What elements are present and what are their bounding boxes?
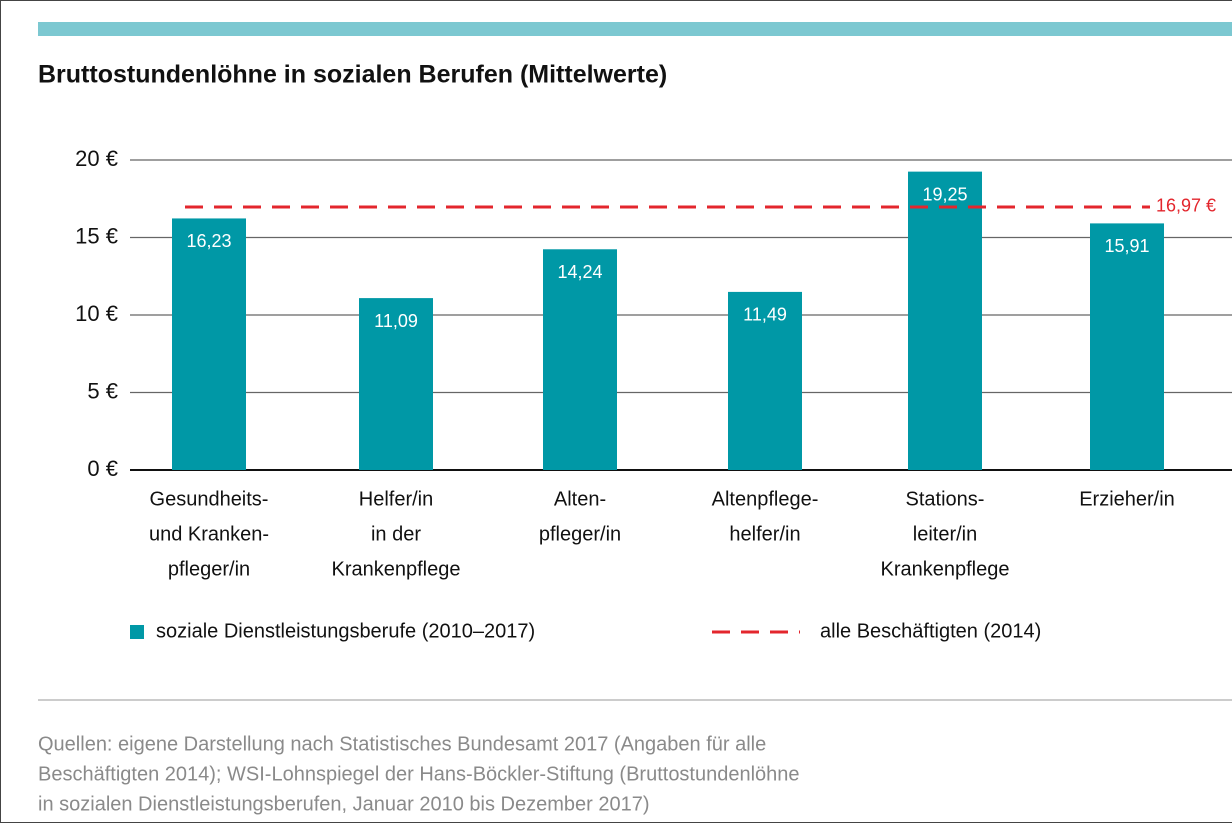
x-tick-label: in der [371, 523, 421, 545]
x-tick-label: Alten- [554, 488, 606, 510]
x-tick-label: Krankenpflege [881, 558, 1010, 580]
top-band [38, 22, 1232, 36]
x-tick-label: und Kranken- [149, 523, 269, 545]
x-tick-label: Stations- [906, 488, 985, 510]
x-tick-label: pfleger/in [168, 558, 250, 580]
x-tick-label: Gesundheits- [150, 488, 269, 510]
bar [728, 291, 802, 470]
x-tick-label: Erzieher/in [1079, 488, 1175, 510]
source-note: Beschäftigten 2014); WSI-Lohnspiegel der… [38, 763, 800, 785]
value-label: 14,24 [557, 262, 602, 282]
y-tick-label: 15 € [75, 223, 118, 248]
x-tick-label: helfer/in [729, 523, 800, 545]
bar [1090, 223, 1164, 470]
bar [908, 171, 982, 470]
source-note: in sozialen Dienstleistungsberufen, Janu… [38, 793, 649, 815]
value-label: 19,25 [922, 184, 967, 204]
bar [172, 218, 246, 470]
x-tick-label: Helfer/in [359, 488, 433, 510]
bar [543, 249, 617, 470]
x-tick-label: leiter/in [913, 523, 977, 545]
source-note: Quellen: eigene Darstellung nach Statist… [38, 733, 766, 755]
y-tick-label: 20 € [75, 146, 118, 171]
x-tick-label: Krankenpflege [332, 558, 461, 580]
value-label: 11,09 [374, 311, 418, 331]
x-tick-label: Altenpflege- [712, 488, 819, 510]
bar [359, 298, 433, 470]
y-tick-label: 0 € [87, 456, 118, 481]
legend-label: alle Beschäftigten (2014) [820, 620, 1041, 642]
y-tick-label: 10 € [75, 301, 118, 326]
x-tick-label: pfleger/in [539, 523, 621, 545]
reference-label: 16,97 € [1156, 196, 1216, 216]
y-tick-label: 5 € [87, 378, 118, 403]
legend-label: soziale Dienstleistungsberufe (2010–2017… [156, 620, 535, 642]
chart-title: Bruttostundenlöhne in sozialen Berufen (… [38, 61, 667, 89]
value-label: 15,91 [1104, 236, 1149, 256]
value-label: 16,23 [186, 231, 231, 251]
value-label: 11,49 [743, 305, 787, 325]
legend-swatch [130, 625, 144, 639]
